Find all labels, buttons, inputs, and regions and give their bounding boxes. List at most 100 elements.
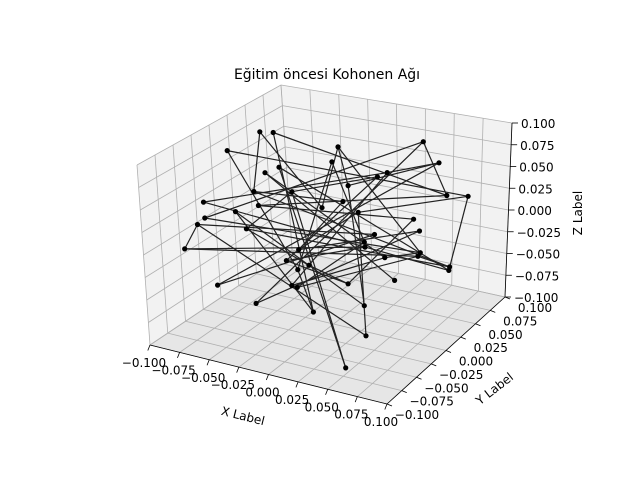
network-edge bbox=[203, 201, 449, 271]
network-edge bbox=[246, 191, 293, 230]
y-tick bbox=[490, 310, 496, 313]
network-edge bbox=[291, 176, 378, 193]
x-tick-label: −0.050 bbox=[181, 371, 225, 385]
network-edge bbox=[358, 195, 469, 213]
network-edge bbox=[297, 269, 314, 313]
gridline-y-left bbox=[226, 114, 240, 286]
network-edge bbox=[347, 162, 440, 187]
network-edge bbox=[272, 132, 314, 313]
network-edge bbox=[448, 196, 469, 271]
network-edge bbox=[286, 260, 349, 285]
gridline-z-left bbox=[136, 84, 282, 166]
x-tick bbox=[177, 352, 180, 359]
z-axis-label: Z Label bbox=[571, 191, 585, 235]
network-node bbox=[283, 258, 289, 264]
gridline-y-floor bbox=[256, 273, 476, 325]
y-tick bbox=[386, 403, 393, 407]
y-tick-label: 0.000 bbox=[459, 355, 493, 369]
y-tick bbox=[431, 363, 437, 367]
x-tick bbox=[384, 403, 388, 410]
network-node bbox=[194, 221, 201, 228]
network-edge bbox=[298, 230, 420, 251]
x-tick-label: 0.000 bbox=[245, 386, 279, 400]
network-node bbox=[306, 262, 312, 268]
network-node bbox=[253, 300, 259, 306]
network-node bbox=[243, 226, 249, 232]
network-edge bbox=[337, 146, 421, 254]
x-tick bbox=[206, 359, 210, 366]
network-edge bbox=[297, 161, 333, 270]
chart-title: Eğitim öncesi Kohonen Ağı bbox=[234, 67, 420, 83]
network-edge bbox=[285, 176, 378, 262]
network-node bbox=[289, 282, 295, 289]
network-edge bbox=[258, 194, 447, 207]
y-tick-label: −0.100 bbox=[395, 408, 439, 422]
network-edge bbox=[253, 131, 261, 192]
network-edge bbox=[291, 257, 385, 287]
network-node bbox=[182, 246, 188, 252]
x-tick bbox=[325, 389, 329, 395]
x-tick bbox=[236, 366, 240, 373]
network-edge bbox=[291, 191, 347, 369]
network-edge bbox=[286, 246, 366, 262]
gridline-y-floor bbox=[220, 297, 447, 351]
network-edge bbox=[184, 224, 199, 250]
network-node bbox=[345, 281, 351, 287]
network-node bbox=[355, 209, 361, 215]
network-node bbox=[257, 129, 263, 135]
gridline-z-back bbox=[280, 84, 513, 124]
network-edge bbox=[227, 150, 469, 197]
network-node bbox=[319, 205, 325, 211]
network-edge bbox=[258, 204, 414, 220]
y-tick-label: 0.100 bbox=[518, 301, 552, 315]
network-node bbox=[436, 160, 442, 166]
network-edge bbox=[197, 223, 367, 337]
y-tick-label: 0.050 bbox=[488, 328, 522, 342]
network-node bbox=[310, 309, 316, 315]
y-tick-label: 0.075 bbox=[503, 314, 537, 328]
network-edge bbox=[422, 141, 448, 196]
network-node bbox=[200, 199, 207, 205]
x-tick-label: 0.025 bbox=[275, 393, 309, 407]
network-node bbox=[232, 209, 239, 215]
network-node bbox=[295, 267, 301, 273]
gridline-x-floor bbox=[357, 290, 479, 397]
x-tick-label: 0.100 bbox=[364, 415, 398, 429]
network-node bbox=[371, 231, 378, 238]
network-edge bbox=[417, 255, 450, 268]
network-node bbox=[255, 202, 261, 209]
gridline-z-left bbox=[141, 146, 286, 233]
network-edges bbox=[184, 131, 469, 369]
gridline-z-back bbox=[282, 105, 512, 146]
network-edge bbox=[298, 211, 359, 251]
gridline-z-left bbox=[143, 167, 287, 256]
network-edge bbox=[203, 172, 388, 203]
network-node bbox=[415, 253, 421, 259]
gridline-z-left bbox=[140, 125, 284, 211]
network-edge bbox=[255, 141, 424, 304]
network-node bbox=[224, 148, 230, 154]
y-tick-label: −0.075 bbox=[410, 395, 454, 409]
y-tick bbox=[416, 376, 422, 380]
network-node bbox=[416, 228, 423, 234]
network-node bbox=[262, 170, 268, 176]
network-node bbox=[374, 174, 380, 180]
network-node bbox=[270, 129, 276, 136]
network-node bbox=[340, 198, 346, 205]
network-node bbox=[362, 244, 368, 250]
axes-ticks: −0.100−0.100−0.100−0.075−0.075−0.075−0.0… bbox=[122, 117, 561, 429]
network-edge bbox=[226, 150, 299, 271]
z-tick-label: 0.075 bbox=[520, 139, 554, 153]
axes-grid bbox=[136, 84, 513, 405]
z-tick-label: 0.050 bbox=[519, 161, 553, 175]
network-edge bbox=[255, 230, 420, 304]
network-node bbox=[444, 192, 450, 199]
network-node bbox=[289, 189, 295, 195]
network-edge bbox=[387, 162, 440, 174]
network-edge bbox=[197, 223, 375, 236]
network-edge bbox=[259, 131, 323, 209]
gridline-y-floor bbox=[291, 249, 506, 298]
y-tick bbox=[504, 296, 511, 300]
network-edge bbox=[184, 246, 366, 250]
